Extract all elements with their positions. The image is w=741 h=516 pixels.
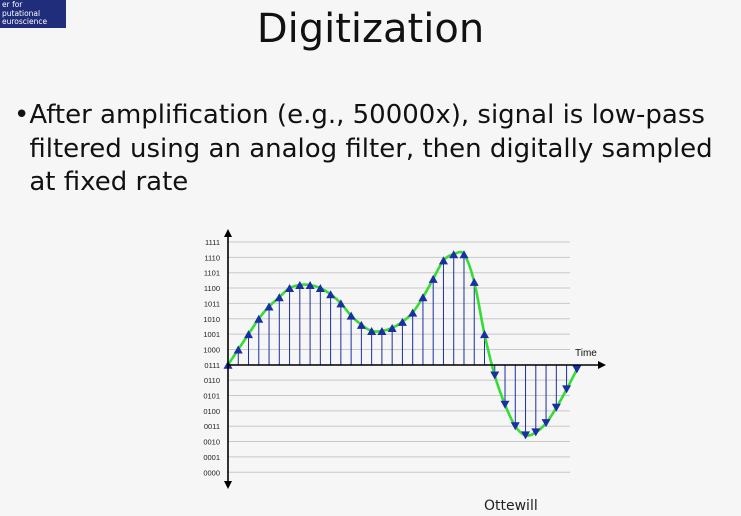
sample-markers: [223, 250, 582, 440]
sample-point: [305, 280, 315, 289]
y-tick-label: 0010: [203, 438, 220, 447]
y-tick-label: 0101: [203, 392, 220, 401]
sample-point: [428, 274, 438, 283]
y-axis-arrow-down: [224, 481, 232, 489]
image-credit: Ottewill: [484, 498, 538, 514]
sample-point: [377, 327, 387, 336]
y-tick-label: 1011: [204, 299, 220, 308]
x-axis-label: Time: [575, 348, 597, 359]
y-tick-label: 0001: [203, 453, 220, 462]
sample-point: [490, 371, 500, 380]
sample-point: [562, 385, 572, 394]
sample-point: [572, 365, 582, 374]
sample-point: [480, 330, 489, 339]
bullet-text: After amplification (e.g., 50000x), sign…: [29, 100, 713, 197]
sample-point: [397, 317, 407, 326]
sample-point: [531, 428, 541, 437]
bullet-dot-icon: •: [14, 100, 30, 130]
sample-point: [346, 311, 356, 320]
y-tick-label: 1001: [203, 330, 220, 339]
sample-point: [541, 419, 551, 428]
sample-point: [233, 345, 243, 354]
chart-axes: [224, 229, 606, 489]
sample-point: [274, 293, 284, 302]
sample-point: [510, 422, 520, 431]
y-axis-arrow-up: [224, 229, 232, 237]
y-tick-label: 0111: [204, 361, 220, 370]
y-tick-label: 0000: [203, 468, 220, 477]
institution-logo: er for putational euroscience: [0, 0, 66, 28]
sample-point: [408, 308, 418, 317]
y-tick-label: 0011: [204, 422, 220, 431]
sample-point: [500, 400, 510, 409]
sample-point: [367, 327, 377, 336]
y-tick-label: 0100: [203, 407, 220, 416]
y-tick-labels: 1111 1110 1101 1100 1011 1010 1001 1000 0111 0110…: [203, 238, 220, 477]
sample-point: [254, 314, 264, 323]
sample-point: [326, 290, 336, 299]
sample-point: [551, 403, 561, 412]
y-tick-label: 0110: [204, 376, 220, 385]
y-tick-label: 1000: [203, 345, 220, 354]
sample-stems: [227, 254, 578, 436]
y-tick-label: 1100: [204, 284, 220, 293]
bullet-item: • After amplification (e.g., 50000x), si…: [14, 99, 724, 200]
sample-point: [315, 284, 325, 293]
sample-point: [449, 250, 459, 259]
y-tick-label: 1101: [204, 269, 220, 278]
sample-point: [336, 299, 346, 308]
sample-point: [418, 293, 428, 302]
sample-point: [295, 280, 305, 289]
sample-point: [459, 250, 469, 259]
sample-point: [469, 277, 479, 286]
y-tick-label: 1010: [203, 315, 220, 324]
sample-point: [285, 284, 295, 293]
sample-point: [356, 320, 366, 329]
sample-point: [264, 302, 274, 311]
sample-point: [244, 330, 254, 339]
y-tick-label: 1110: [204, 253, 220, 262]
sample-point: [387, 323, 397, 332]
x-axis-arrow: [598, 361, 606, 369]
slide-title: Digitization: [256, 6, 485, 52]
digitization-chart: 1111 1110 1101 1100 1011 1010 1001 1000 0111 0110…: [203, 229, 606, 489]
sample-point: [521, 431, 531, 440]
sample-point: [438, 256, 448, 265]
y-tick-label: 1111: [205, 238, 220, 247]
